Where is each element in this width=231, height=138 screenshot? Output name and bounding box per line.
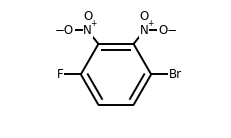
Text: N: N (140, 24, 148, 37)
Text: −O: −O (55, 24, 74, 37)
Text: O−: O− (157, 24, 176, 37)
Text: +: + (146, 19, 152, 28)
Text: F: F (56, 68, 63, 81)
Text: O: O (83, 10, 92, 23)
Text: O: O (139, 10, 148, 23)
Text: N: N (83, 24, 91, 37)
Text: Br: Br (168, 68, 181, 81)
Text: +: + (90, 19, 96, 28)
